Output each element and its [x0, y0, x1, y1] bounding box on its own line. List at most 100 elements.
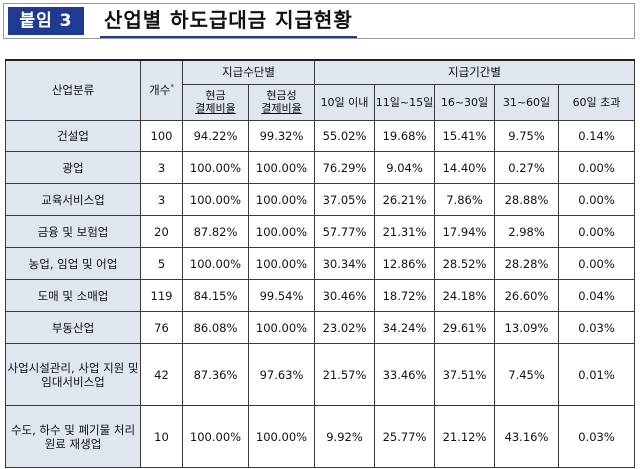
period-16-30-cell: 37.51% — [434, 343, 495, 407]
period-header-within-10: 10일 이내 — [314, 83, 375, 121]
cash-ratio-cell: 100.00% — [182, 151, 249, 185]
period-header-16-30: 16~30일 — [434, 83, 495, 121]
cash-ratio-cell: 100.00% — [182, 183, 249, 217]
industry-cell: 농업, 임업 및 어업 — [5, 247, 141, 281]
period-within-10-cell: 30.46% — [314, 279, 375, 313]
industry-cell: 도매 및 소매업 — [5, 279, 141, 313]
table-row: 금융 및 보험업 20 87.82% 100.00% 57.77% 21.31% 17.94… — [5, 215, 635, 249]
cashlike-ratio-cell: 100.00% — [248, 215, 315, 249]
count-cell: 5 — [140, 247, 183, 281]
count-cell: 20 — [140, 215, 183, 249]
period-within-10-cell: 55.02% — [314, 119, 375, 153]
period-over-60-cell: 0.14% — [558, 119, 635, 153]
cashlike-ratio-cell: 100.00% — [248, 405, 315, 468]
cashlike-ratio-cell: 97.63% — [248, 343, 315, 407]
period-16-30-cell: 17.94% — [434, 215, 495, 249]
period-over-60-cell: 0.03% — [558, 311, 635, 345]
period-header-31-60: 31~60일 — [494, 83, 559, 121]
period-16-30-cell: 7.86% — [434, 183, 495, 217]
period-within-10-cell: 37.05% — [314, 183, 375, 217]
industry-cell: 건설업 — [5, 119, 141, 153]
cash-ratio-cell: 86.08% — [182, 311, 249, 345]
cashlike-ratio-cell: 100.00% — [248, 247, 315, 281]
cashlike-ratio-header: 현금성 결제비율 — [248, 83, 315, 121]
page-header: 붙임 3 산업별 하도급대금 지급현황 — [3, 3, 635, 39]
cash-ratio-cell: 84.15% — [182, 279, 249, 313]
industry-cell: 수도, 하수 및 폐기물 처리 원료 재생업 — [5, 405, 141, 468]
payment-period-group-header: 지급기간별 — [314, 59, 635, 85]
period-31-60-cell: 0.27% — [494, 151, 559, 185]
cash-ratio-header: 현금 결제비율 — [182, 83, 249, 121]
count-cell: 76 — [140, 311, 183, 345]
period-11-15-cell: 26.21% — [374, 183, 435, 217]
table-row: 도매 및 소매업 119 84.15% 99.54% 30.46% 18.72% 24.18… — [5, 279, 635, 313]
period-11-15-cell: 25.77% — [374, 405, 435, 468]
table-row: 교육서비스업 3 100.00% 100.00% 37.05% 26.21% 7.86% 28… — [5, 183, 635, 217]
industry-cell: 금융 및 보험업 — [5, 215, 141, 249]
count-cell: 3 — [140, 183, 183, 217]
cashlike-ratio-cell: 100.00% — [248, 151, 315, 185]
period-over-60-cell: 0.01% — [558, 343, 635, 407]
period-16-30-cell: 21.12% — [434, 405, 495, 468]
period-16-30-cell: 28.52% — [434, 247, 495, 281]
period-within-10-cell: 30.34% — [314, 247, 375, 281]
period-31-60-cell: 28.88% — [494, 183, 559, 217]
period-16-30-cell: 15.41% — [434, 119, 495, 153]
period-over-60-cell: 0.03% — [558, 405, 635, 468]
period-11-15-cell: 34.24% — [374, 311, 435, 345]
industry-cell: 광업 — [5, 151, 141, 185]
period-over-60-cell: 0.00% — [558, 183, 635, 217]
table-row: 부동산업 76 86.08% 100.00% 23.02% 34.24% 29.61% 13.… — [5, 311, 635, 345]
industry-payment-table: 산업분류 개수* 지급수단별 지급기간별 현금 결제비율 현금성 결제비율 10일 … — [5, 59, 635, 468]
industry-cell: 사업시설관리, 사업 지원 및 임대서비스업 — [5, 343, 141, 407]
period-header-over-60: 60일 초과 — [558, 83, 635, 121]
period-16-30-cell: 24.18% — [434, 279, 495, 313]
period-within-10-cell: 76.29% — [314, 151, 375, 185]
period-11-15-cell: 33.46% — [374, 343, 435, 407]
period-31-60-cell: 7.45% — [494, 343, 559, 407]
cash-ratio-cell: 94.22% — [182, 119, 249, 153]
attachment-badge: 붙임 3 — [8, 7, 84, 35]
table-row: 수도, 하수 및 폐기물 처리 원료 재생업 10 100.00% 100.00% 9.… — [5, 405, 635, 468]
period-31-60-cell: 26.60% — [494, 279, 559, 313]
count-cell: 42 — [140, 343, 183, 407]
period-11-15-cell: 19.68% — [374, 119, 435, 153]
period-over-60-cell: 0.00% — [558, 247, 635, 281]
count-cell: 3 — [140, 151, 183, 185]
period-11-15-cell: 9.04% — [374, 151, 435, 185]
period-31-60-cell: 2.98% — [494, 215, 559, 249]
cash-ratio-cell: 100.00% — [182, 405, 249, 468]
industry-cell: 교육서비스업 — [5, 183, 141, 217]
period-within-10-cell: 21.57% — [314, 343, 375, 407]
cashlike-ratio-cell: 99.32% — [248, 119, 315, 153]
period-over-60-cell: 0.00% — [558, 215, 635, 249]
count-cell: 100 — [140, 119, 183, 153]
period-31-60-cell: 13.09% — [494, 311, 559, 345]
period-11-15-cell: 18.72% — [374, 279, 435, 313]
cashlike-ratio-cell: 100.00% — [248, 183, 315, 217]
industry-header: 산업분류 — [5, 59, 141, 121]
table-row: 농업, 임업 및 어업 5 100.00% 100.00% 30.34% 12.86% 28… — [5, 247, 635, 281]
cashlike-ratio-cell: 100.00% — [248, 311, 315, 345]
table-row: 사업시설관리, 사업 지원 및 임대서비스업 42 87.36% 97.63% 21.5… — [5, 343, 635, 407]
period-over-60-cell: 0.00% — [558, 151, 635, 185]
period-16-30-cell: 14.40% — [434, 151, 495, 185]
cash-ratio-cell: 87.82% — [182, 215, 249, 249]
cash-ratio-cell: 87.36% — [182, 343, 249, 407]
period-31-60-cell: 43.16% — [494, 405, 559, 468]
table-row: 건설업 100 94.22% 99.32% 55.02% 19.68% 15.41% 9.75… — [5, 119, 635, 153]
cash-ratio-cell: 100.00% — [182, 247, 249, 281]
period-header-11-15: 11일~15일 — [374, 83, 435, 121]
count-cell: 119 — [140, 279, 183, 313]
period-31-60-cell: 9.75% — [494, 119, 559, 153]
period-31-60-cell: 28.28% — [494, 247, 559, 281]
count-header: 개수* — [140, 59, 183, 121]
page-title: 산업별 하도급대금 지급현황 — [100, 5, 357, 38]
period-over-60-cell: 0.04% — [558, 279, 635, 313]
period-within-10-cell: 23.02% — [314, 311, 375, 345]
period-within-10-cell: 57.77% — [314, 215, 375, 249]
count-cell: 10 — [140, 405, 183, 468]
period-11-15-cell: 21.31% — [374, 215, 435, 249]
payment-method-group-header: 지급수단별 — [182, 59, 315, 85]
period-11-15-cell: 12.86% — [374, 247, 435, 281]
